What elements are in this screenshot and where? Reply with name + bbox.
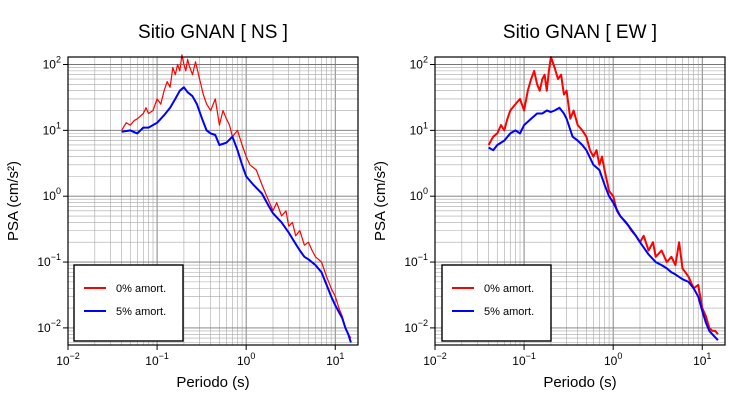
series-line-5pct: [121, 86, 352, 343]
y-tick-label: 10−2: [37, 318, 61, 335]
y-tick-label: 10−2: [404, 318, 428, 335]
x-tick-label: 10−1: [145, 351, 169, 368]
y-axis-label: PSA (cm/s²): [372, 161, 389, 241]
legend-label: 5% amort.: [484, 306, 534, 318]
x-tick-label: 10−2: [56, 351, 80, 368]
legend-box: [73, 264, 184, 342]
x-tick-label: 101: [326, 351, 344, 368]
y-tick-label: 102: [43, 55, 61, 72]
y-tick-label: 10−1: [404, 252, 428, 269]
legend-box: [441, 264, 552, 342]
x-tick-label: 10−2: [423, 351, 447, 368]
y-axis-label: PSA (cm/s²): [5, 161, 22, 241]
y-tick-label: 101: [43, 120, 61, 137]
series-line-5pct: [488, 106, 719, 341]
x-tick-label: 100: [604, 351, 622, 368]
y-tick-label: 100: [43, 186, 61, 203]
chart-panel: 10−2 10−1 100 101 10−2 10−1 100 101 102 Sitio GNA…: [5, 22, 359, 391]
legend: 0% amort. 5% amort.: [441, 264, 552, 342]
chart-title: Sitio GNAN [ NS ]: [138, 22, 288, 43]
legend: 0% amort. 5% amort.: [73, 264, 184, 342]
series-line-0pct: [121, 54, 352, 339]
y-tick-label: 101: [410, 120, 428, 137]
chart-panel: 10−2 10−1 100 101 10−2 10−1 100 101 102 Sitio GNA…: [372, 22, 726, 391]
x-tick-label: 100: [237, 351, 255, 368]
legend-label: 5% amort.: [116, 306, 166, 318]
x-tick-label: 101: [693, 351, 711, 368]
plot-frame: [434, 56, 726, 346]
y-tick-label: 100: [410, 186, 428, 203]
x-tick-label: 10−1: [512, 351, 536, 368]
x-axis-label: Periodo (s): [543, 374, 616, 391]
legend-label: 0% amort.: [484, 283, 534, 295]
y-tick-label: 10−1: [37, 252, 61, 269]
x-axis-label: Periodo (s): [176, 374, 249, 391]
series-line-0pct: [487, 56, 719, 335]
y-tick-label: 102: [410, 55, 428, 72]
plot-frame: [67, 56, 359, 346]
grid: [67, 57, 358, 345]
legend-label: 0% amort.: [116, 283, 166, 295]
chart-title: Sitio GNAN [ EW ]: [503, 22, 657, 43]
